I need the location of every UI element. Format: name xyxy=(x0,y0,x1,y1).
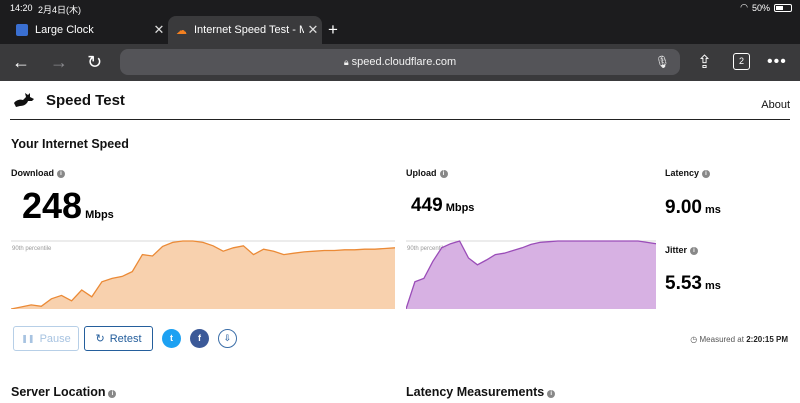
clock-favicon-icon xyxy=(16,24,28,36)
header-divider xyxy=(10,119,790,120)
facebook-icon: f xyxy=(198,333,201,343)
latency-number: 9.00 xyxy=(665,197,702,218)
download-area xyxy=(11,241,395,309)
upload-unit: Mbps xyxy=(445,202,475,214)
info-icon[interactable]: i xyxy=(690,247,699,255)
close-icon[interactable]: ✕ xyxy=(153,22,165,37)
back-arrow-icon[interactable]: ← xyxy=(12,52,30,72)
upload-value: 449 Mbps xyxy=(411,195,474,217)
upload-line xyxy=(406,240,656,309)
page-content: Speed Test About Your Internet Speed Dow… xyxy=(0,81,800,403)
jitter-label-text: Jitter xyxy=(665,245,688,255)
retest-label: Retest xyxy=(109,332,142,345)
brand[interactable]: Speed Test xyxy=(12,91,125,109)
forward-arrow-icon[interactable]: → xyxy=(50,52,68,72)
retest-button[interactable]: ↻ Retest xyxy=(84,326,153,351)
jitter-value: 5.53 ms xyxy=(665,273,721,295)
battery-icon xyxy=(774,3,792,12)
rabbit-logo-icon xyxy=(14,93,34,107)
latency-measurements-text: Latency Measurements xyxy=(406,385,545,399)
facebook-share-button[interactable]: f xyxy=(190,329,209,348)
reload-icon[interactable]: ↻ xyxy=(87,52,103,72)
latency-unit: ms xyxy=(704,204,721,216)
cloudflare-favicon-icon: ☁ xyxy=(176,25,187,37)
brand-title: Speed Test xyxy=(46,91,125,109)
retest-icon: ↻ xyxy=(95,333,105,345)
latency-value: 9.00 ms xyxy=(665,197,721,219)
status-time: 14:20 xyxy=(10,3,33,13)
address-bar[interactable]: 🔒︎ speed.cloudflare.com 🎙︎ xyxy=(120,49,680,75)
upload-label-text: Upload xyxy=(406,168,437,178)
status-right: ◠ 50% xyxy=(740,2,792,13)
measured-prefix: Measured at xyxy=(699,335,744,344)
pause-label: Pause xyxy=(39,332,71,345)
twitter-icon: t xyxy=(170,333,173,343)
jitter-unit: ms xyxy=(704,280,721,292)
clock-icon: ◷ xyxy=(690,335,698,344)
info-icon[interactable]: i xyxy=(702,170,711,178)
measured-at: ◷ Measured at 2:20:15 PM xyxy=(690,335,788,344)
info-icon[interactable]: i xyxy=(108,390,117,398)
percentile-label: 90th percentile xyxy=(407,246,447,252)
download-line xyxy=(11,240,395,309)
tab-speed-test[interactable]: ☁ Internet Speed Test - Measure Network … xyxy=(168,16,322,44)
new-tab-button[interactable]: + xyxy=(328,20,338,39)
download-chart: 90th percentile xyxy=(11,240,395,309)
info-icon[interactable]: i xyxy=(547,390,556,398)
wifi-icon: ◠ xyxy=(740,2,748,12)
info-icon[interactable]: i xyxy=(439,170,448,178)
status-bar: 14:20 2月4日(木) ◠ 50% xyxy=(0,0,800,16)
report-share-button[interactable]: ⇩ xyxy=(218,329,237,348)
upload-number: 449 xyxy=(411,195,443,216)
upload-area xyxy=(406,241,656,309)
twitter-share-button[interactable]: t xyxy=(162,329,181,348)
status-date: 2月4日(木) xyxy=(38,5,82,15)
url-text: speed.cloudflare.com xyxy=(351,56,457,68)
latency-label-text: Latency xyxy=(665,168,700,178)
lock-icon: 🔒︎ xyxy=(343,57,349,67)
download-value: 248 Mbps xyxy=(22,185,114,227)
info-icon[interactable]: i xyxy=(57,170,65,178)
download-label-text: Download xyxy=(11,168,54,178)
jitter-label: Jitter i xyxy=(665,245,699,255)
upload-label: Upload i xyxy=(406,168,448,178)
tab-title: Internet Speed Test - Measure Network Pe… xyxy=(194,24,304,36)
close-icon[interactable]: ✕ xyxy=(307,22,319,37)
download-unit: Mbps xyxy=(85,209,114,221)
download-label: Download i xyxy=(11,168,65,178)
share-icon[interactable]: ⇪ xyxy=(697,52,713,72)
jitter-number: 5.53 xyxy=(665,273,702,294)
tab-large-clock[interactable]: Large Clock ✕ xyxy=(0,16,168,44)
tab-title: Large Clock xyxy=(35,24,94,36)
tab-count-button[interactable]: 2 xyxy=(733,53,750,70)
browser-toolbar: ← → ↻ 🔒︎ speed.cloudflare.com 🎙︎ ⇪ 2 ••• xyxy=(0,44,800,81)
share-arrow-icon: ⇩ xyxy=(223,333,232,343)
tab-bar: Large Clock ✕ ☁ Internet Speed Test - Me… xyxy=(0,16,800,44)
latency-label: Latency i xyxy=(665,168,711,178)
upload-chart: 90th percentile xyxy=(406,240,656,309)
latency-measurements-title: Latency Measurements i xyxy=(406,385,556,399)
microphone-icon[interactable]: 🎙︎ xyxy=(654,55,670,69)
pause-button[interactable]: ❚❚ Pause xyxy=(13,326,79,351)
measured-time: 2:20:15 PM xyxy=(746,335,788,344)
server-location-title: Server Location i xyxy=(11,385,117,399)
more-menu-icon[interactable]: ••• xyxy=(767,53,787,70)
battery-percent: 50% xyxy=(751,2,770,13)
percentile-label: 90th percentile xyxy=(12,246,52,252)
download-number: 248 xyxy=(22,185,83,226)
section-title: Your Internet Speed xyxy=(11,137,129,151)
server-location-text: Server Location xyxy=(11,385,106,399)
about-link[interactable]: About xyxy=(761,99,790,111)
pause-icon: ❚❚ xyxy=(21,334,35,343)
